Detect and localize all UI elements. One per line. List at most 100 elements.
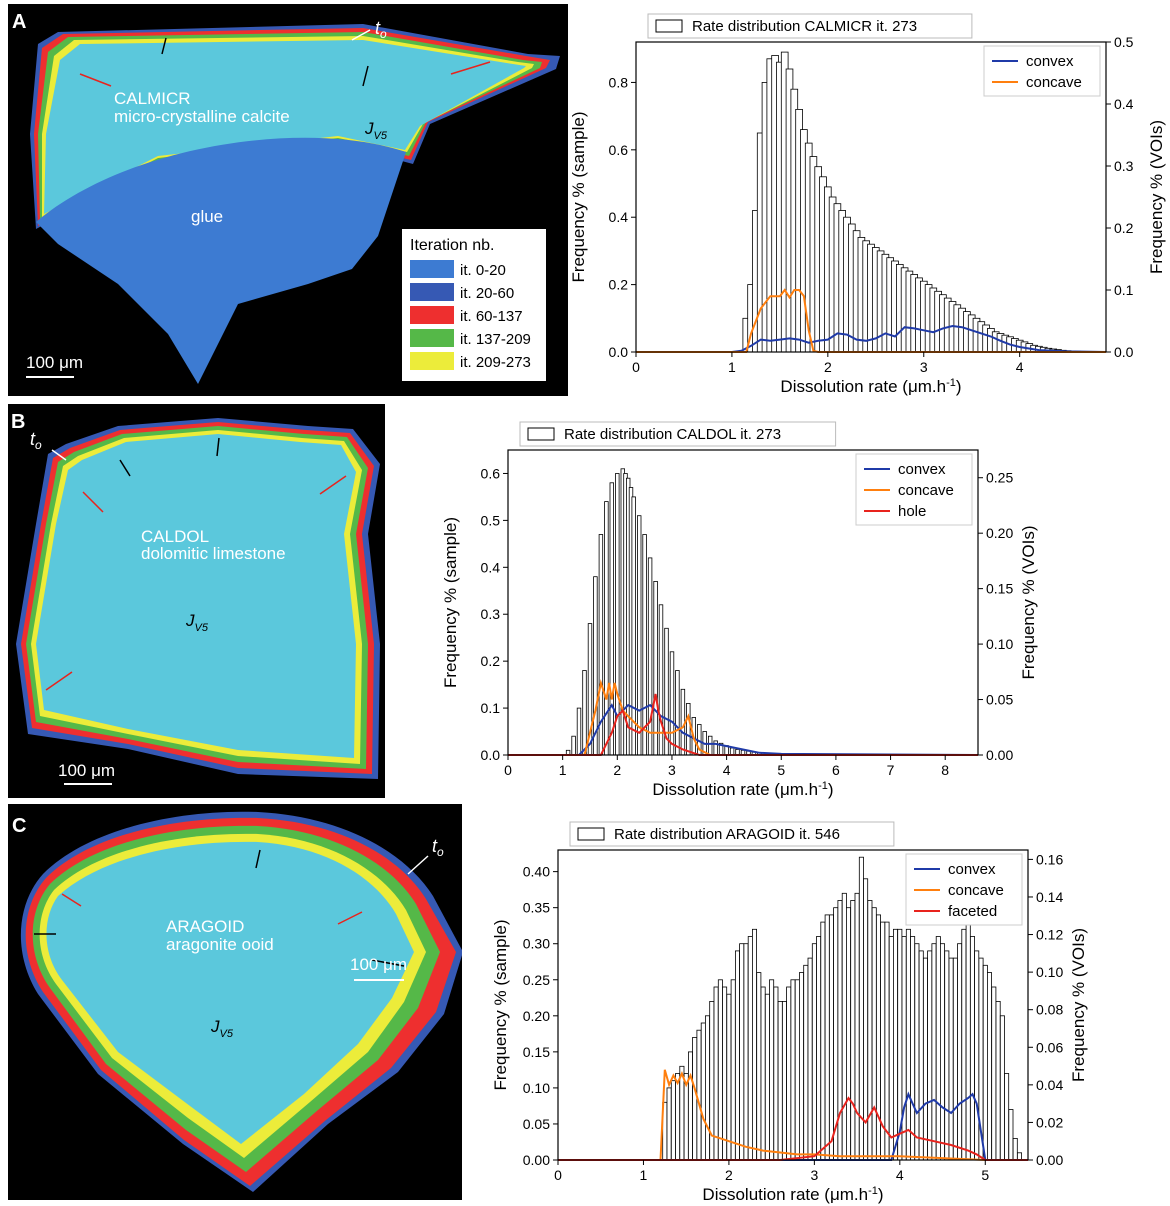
histogram-bar bbox=[829, 914, 835, 1161]
histogram-bar bbox=[982, 964, 988, 1161]
histogram-bar bbox=[905, 928, 911, 1161]
histogram-bar bbox=[1073, 350, 1082, 353]
histogram-bar bbox=[666, 1087, 672, 1161]
histogram-bar bbox=[773, 986, 779, 1161]
histogram-bar bbox=[897, 928, 903, 1161]
y2-tick-label: 0.1 bbox=[1114, 282, 1134, 298]
y2-tick-label: 0.16 bbox=[1036, 851, 1063, 867]
histogram-bar bbox=[692, 1037, 698, 1161]
x-axis-label: Dissolution rate (μm.h-1) bbox=[652, 780, 833, 799]
histogram-bar bbox=[929, 287, 938, 353]
y-tick-label: 0.0 bbox=[481, 747, 501, 763]
histogram-bar bbox=[944, 950, 950, 1161]
histogram-bar bbox=[675, 670, 680, 756]
legend-label-2: it. 60-137 bbox=[460, 308, 523, 325]
histogram-bar bbox=[1012, 1138, 1018, 1161]
histogram-bar bbox=[858, 856, 864, 1161]
x-tick-label: 8 bbox=[941, 762, 949, 778]
y2-tick-label: 0.0 bbox=[1114, 344, 1134, 360]
histogram-bar bbox=[626, 477, 631, 756]
histogram-bar bbox=[833, 907, 839, 1161]
legend-label-1: it. 20-60 bbox=[460, 285, 514, 302]
histogram-bar bbox=[726, 993, 732, 1161]
y2-tick-label: 0.15 bbox=[986, 581, 1013, 597]
histogram-bar bbox=[769, 979, 775, 1161]
series-line-convex bbox=[558, 1091, 1028, 1161]
histogram-bar bbox=[991, 986, 997, 1161]
y-tick-label: 0.30 bbox=[523, 936, 550, 952]
panel-c-jv5: JV5 bbox=[210, 1017, 234, 1040]
y-tick-label: 0.4 bbox=[481, 559, 501, 575]
panel-c-layer-interior bbox=[46, 841, 414, 1144]
histogram-bar bbox=[688, 1051, 694, 1161]
histogram-bar bbox=[735, 749, 740, 756]
histogram-bar bbox=[935, 936, 941, 1161]
histogram-bar bbox=[848, 223, 856, 353]
histogram-bar bbox=[1059, 349, 1067, 353]
x-axis-label: Dissolution rate (μm.h-1) bbox=[702, 1185, 883, 1204]
legend-swatch-3 bbox=[410, 329, 454, 347]
histogram-bar bbox=[914, 943, 920, 1161]
title-box bbox=[519, 421, 837, 447]
panel-b-black-arrow-2 bbox=[216, 437, 220, 457]
histogram-bar bbox=[948, 957, 954, 1161]
histogram-bar bbox=[1030, 344, 1038, 353]
chart-title: Rate distribution CALDOL it. 273 bbox=[564, 426, 781, 443]
y-tick-label: 0.40 bbox=[523, 864, 550, 880]
histogram-bar bbox=[708, 735, 713, 756]
histogram-bar bbox=[1006, 336, 1014, 353]
histogram-bar bbox=[1063, 350, 1072, 353]
series-line-concave bbox=[558, 1069, 1028, 1161]
histogram-bar bbox=[838, 210, 846, 353]
histogram-bar bbox=[1008, 1109, 1014, 1161]
histogram-bar bbox=[876, 914, 882, 1161]
histogram-bar bbox=[620, 468, 625, 756]
histogram-bar bbox=[771, 55, 779, 353]
x-tick-label: 4 bbox=[896, 1167, 904, 1183]
histogram-bar bbox=[999, 1015, 1005, 1161]
series-legend-label-convex: convex bbox=[1026, 53, 1074, 70]
y-tick-label: 0.8 bbox=[609, 74, 629, 90]
panel-a-red-arrow-right bbox=[450, 61, 491, 75]
legend-label-4: it. 209-273 bbox=[460, 354, 531, 371]
y2-tick-label: 0.08 bbox=[1036, 1002, 1063, 1018]
histogram-bar bbox=[833, 203, 842, 353]
series-line-faceted bbox=[558, 1096, 1028, 1161]
histogram-bar bbox=[1068, 350, 1077, 353]
panel-a-legend-items: it. 0-20 it. 20-60 it. 60-137 it. 137-209 it… bbox=[410, 260, 531, 371]
histogram-bar bbox=[615, 473, 620, 756]
histogram-bar bbox=[705, 1015, 711, 1161]
histogram-bar bbox=[833, 754, 839, 756]
x-tick-label: 2 bbox=[824, 359, 832, 375]
histogram-bar bbox=[886, 257, 894, 353]
histogram-bar bbox=[809, 156, 818, 353]
y2-tick-label: 0.00 bbox=[986, 747, 1013, 763]
series-line-convex bbox=[508, 703, 979, 756]
panel-a-glue-label: glue bbox=[191, 207, 223, 226]
y2-tick-label: 0.06 bbox=[1036, 1039, 1063, 1055]
y-tick-label: 0.5 bbox=[481, 512, 501, 528]
legend-swatch-4 bbox=[410, 352, 454, 370]
histogram-bar bbox=[587, 623, 593, 756]
histogram-bar bbox=[819, 176, 827, 353]
histogram-bar bbox=[724, 745, 729, 756]
histogram-bar bbox=[987, 327, 995, 353]
histogram-bar bbox=[953, 304, 962, 353]
histogram-bar bbox=[658, 604, 664, 756]
histogram-bar bbox=[943, 297, 952, 353]
panel-b-drawing: B CALDOL dolomitic limestone JV5 to 100 … bbox=[11, 411, 380, 785]
x-tick-label: 5 bbox=[777, 762, 785, 778]
histogram-bar bbox=[940, 943, 946, 1161]
histogram-bar bbox=[761, 82, 770, 353]
histogram-bar bbox=[729, 747, 735, 756]
histogram-bar bbox=[807, 957, 813, 1161]
histogram-bar bbox=[739, 943, 745, 1161]
histogram-bar bbox=[722, 986, 728, 1161]
histogram-bar bbox=[1015, 339, 1024, 353]
y2-tick-label: 0.25 bbox=[986, 470, 1013, 486]
y2-tick-label: 0.14 bbox=[1036, 889, 1063, 905]
histogram-bar bbox=[751, 751, 757, 756]
histogram-bar bbox=[884, 921, 890, 1161]
y-tick-label: 0.6 bbox=[481, 465, 501, 481]
panel-b-red-arrow-3 bbox=[45, 671, 73, 691]
